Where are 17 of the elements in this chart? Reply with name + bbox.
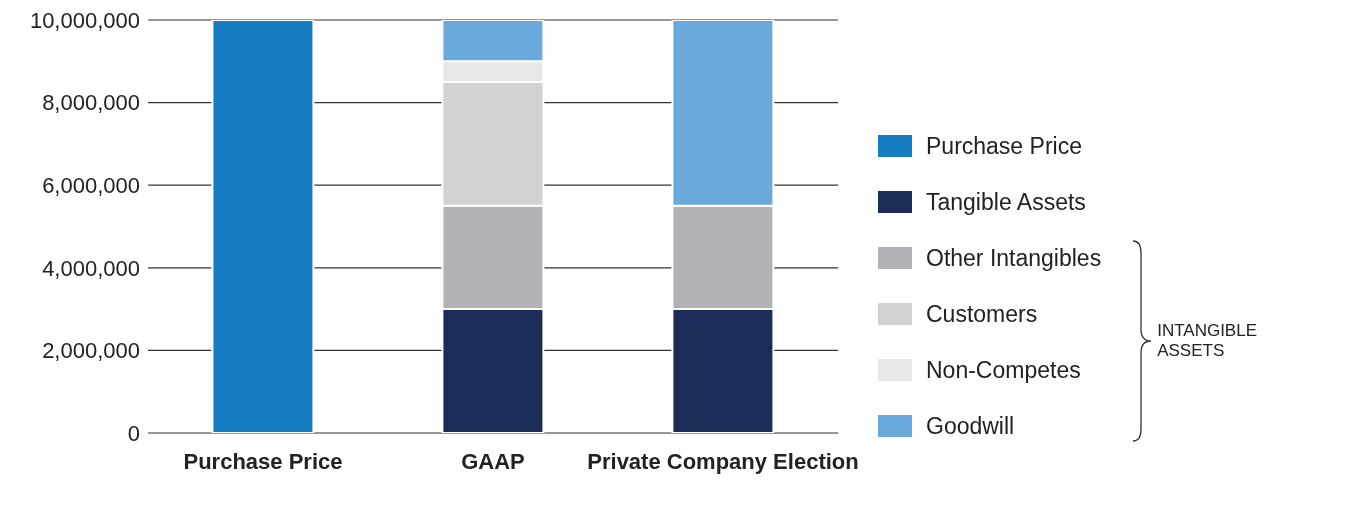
- legend-label: Non-Competes: [926, 356, 1081, 384]
- x-tick-label: Private Company Election: [587, 448, 859, 474]
- y-tick-label: 4,000,000: [42, 255, 140, 281]
- y-tick-label: 10,000,000: [29, 7, 140, 33]
- y-tick-label: 8,000,000: [42, 90, 140, 116]
- y-tick-label: 2,000,000: [42, 338, 140, 364]
- x-tick-label: GAAP: [461, 448, 525, 474]
- y-tick-label: 0: [127, 420, 140, 446]
- legend-label: Customers: [926, 300, 1038, 328]
- y-tick-label: 6,000,000: [42, 173, 140, 199]
- text: INTANGIBLE ASSETS: [1157, 321, 1258, 361]
- x-tick-label: Purchase Price: [183, 448, 343, 474]
- bar: [211, 20, 315, 433]
- legend-label: Tangible Assets: [926, 188, 1086, 216]
- legend-label: Goodwill: [926, 412, 1015, 440]
- legend-label: Purchase Price: [926, 132, 1082, 160]
- legend-label: Other Intangibles: [926, 244, 1102, 272]
